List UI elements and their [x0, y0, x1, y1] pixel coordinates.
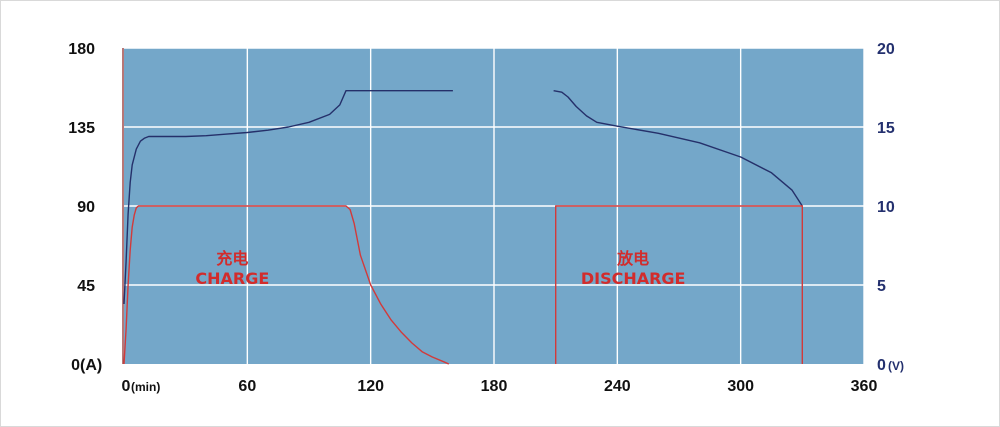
voltage-curve-segment-1 [553, 90, 803, 207]
x-tick-label: 120 [357, 378, 384, 395]
left-y-axis-unit: (A) [80, 357, 102, 374]
right-y-tick-label: 10 [877, 199, 895, 216]
x-tick-label: 360 [851, 378, 878, 395]
voltage-curve-segment-0 [123, 90, 453, 305]
right-y-tick-labels: 0 5 10 15 20 [877, 41, 895, 374]
right-y-tick-label: 15 [877, 120, 895, 137]
x-tick-label: 300 [727, 378, 754, 395]
annotation-label-cn: 放电 [616, 249, 649, 268]
right-y-tick-label: 20 [877, 41, 895, 58]
left-y-tick-labels: 0 45 90 135 180 [68, 41, 95, 374]
x-tick-label: 180 [481, 378, 508, 395]
left-y-tick-label: 0 [71, 357, 80, 374]
x-tick-label: 0 [122, 378, 131, 395]
right-y-tick-label: 0 [877, 357, 886, 374]
grid-lines [124, 47, 865, 364]
right-y-axis-unit: (V) [888, 359, 904, 373]
x-tick-label: 240 [604, 378, 631, 395]
left-y-tick-label: 90 [77, 199, 95, 216]
x-tick-label: 60 [238, 378, 256, 395]
left-y-tick-label: 45 [77, 278, 95, 295]
x-tick-labels: 0 60 120 180 240 300 360 [122, 378, 878, 395]
current-curve-segment-1 [555, 205, 803, 364]
series-group [123, 90, 803, 365]
annotation-label-en: CHARGE [195, 269, 269, 288]
annotation-label-en: DISCHARGE [581, 269, 686, 288]
left-y-tick-label: 180 [68, 41, 95, 58]
current-curve-segment-0 [123, 205, 450, 365]
left-y-tick-label: 135 [68, 120, 95, 137]
annotation-label-cn: 充电 [216, 249, 248, 268]
x-axis-unit: (min) [131, 380, 160, 394]
right-y-tick-label: 5 [877, 278, 886, 295]
